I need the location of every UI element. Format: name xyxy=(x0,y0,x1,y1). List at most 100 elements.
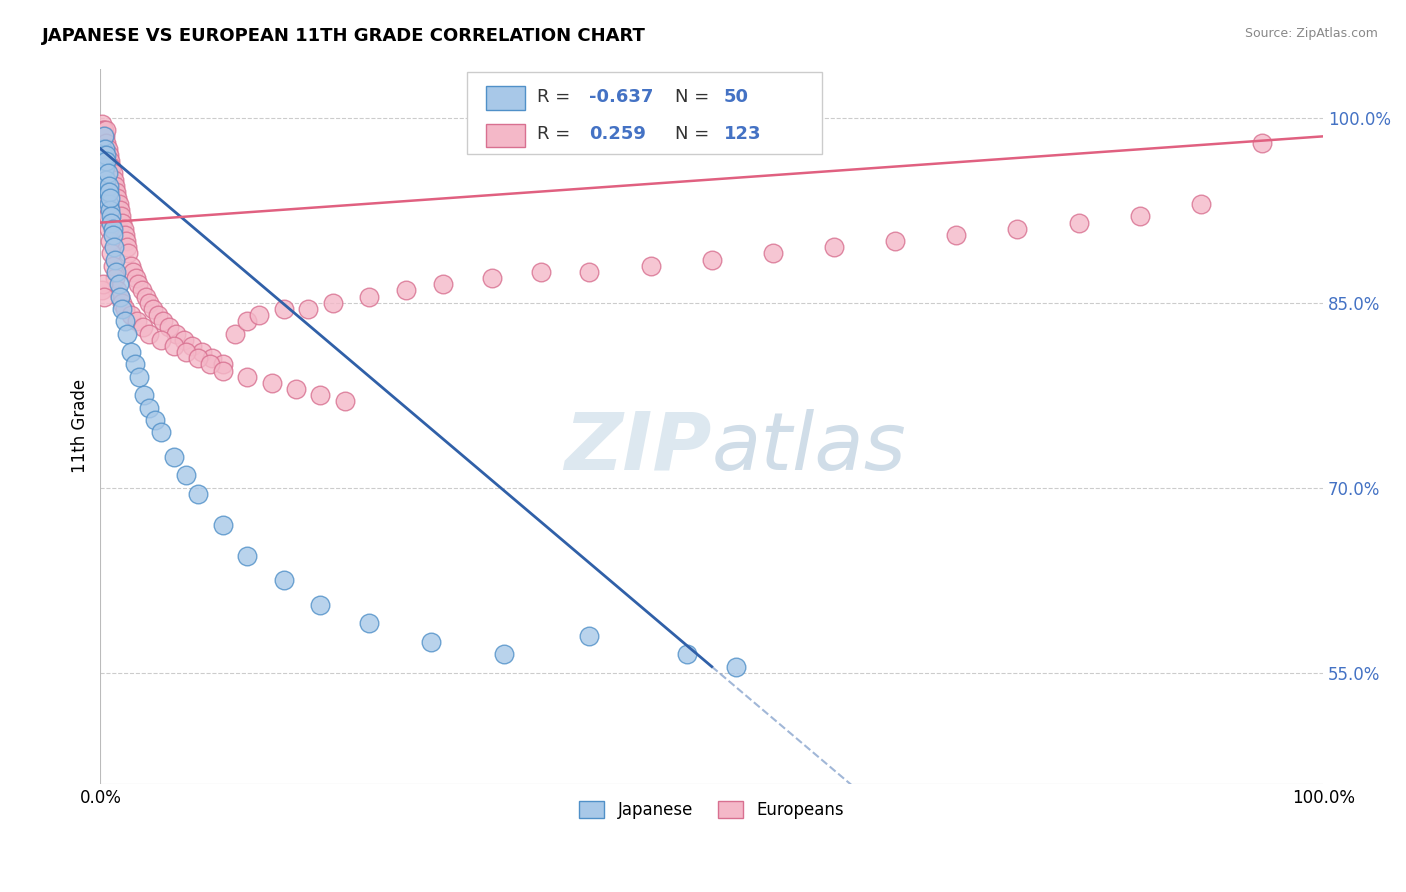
Point xyxy=(91,136,114,150)
Point xyxy=(104,191,127,205)
Point xyxy=(762,246,785,260)
Text: R =: R = xyxy=(537,87,576,105)
Point xyxy=(97,153,120,168)
Point xyxy=(117,240,139,254)
Point xyxy=(134,388,156,402)
Point xyxy=(138,326,160,341)
Point xyxy=(93,160,115,174)
Point xyxy=(138,295,160,310)
Point xyxy=(94,142,117,156)
Point xyxy=(101,259,124,273)
Point xyxy=(97,185,120,199)
Point xyxy=(97,166,120,180)
Point xyxy=(103,185,125,199)
Point xyxy=(97,160,120,174)
Point xyxy=(247,308,270,322)
Point xyxy=(120,259,142,273)
Point xyxy=(640,259,662,273)
Point xyxy=(163,450,186,464)
Point xyxy=(104,252,127,267)
Point xyxy=(94,153,117,168)
Point xyxy=(94,129,117,144)
Point xyxy=(103,172,125,186)
FancyBboxPatch shape xyxy=(485,123,524,147)
Point xyxy=(150,333,173,347)
Point xyxy=(115,234,138,248)
Point xyxy=(97,185,120,199)
Point xyxy=(127,277,149,292)
Point xyxy=(1067,216,1090,230)
Point xyxy=(94,185,117,199)
Point xyxy=(236,314,259,328)
Point xyxy=(100,172,122,186)
Point xyxy=(260,376,283,390)
Point xyxy=(111,295,134,310)
Point xyxy=(100,216,122,230)
Point xyxy=(128,369,150,384)
Point xyxy=(100,185,122,199)
Point xyxy=(174,345,197,359)
Point xyxy=(94,142,117,156)
Point xyxy=(142,301,165,316)
Point xyxy=(1129,210,1152,224)
Point xyxy=(110,210,132,224)
Point xyxy=(132,320,155,334)
Point xyxy=(100,160,122,174)
Point xyxy=(97,172,120,186)
Point xyxy=(96,123,118,137)
Point xyxy=(395,284,418,298)
Point xyxy=(120,345,142,359)
Point xyxy=(91,123,114,137)
Point xyxy=(93,172,115,186)
Point xyxy=(211,358,233,372)
Point xyxy=(145,413,167,427)
Point xyxy=(96,160,118,174)
Point xyxy=(187,487,209,501)
Point xyxy=(90,142,112,156)
Point xyxy=(101,227,124,242)
Text: N =: N = xyxy=(675,87,716,105)
Point xyxy=(578,265,600,279)
Point xyxy=(481,271,503,285)
Point xyxy=(529,265,551,279)
Point xyxy=(97,142,120,156)
Point xyxy=(98,178,121,193)
Text: R =: R = xyxy=(537,125,582,144)
Point xyxy=(94,160,117,174)
Point xyxy=(359,616,381,631)
Point xyxy=(101,166,124,180)
Point xyxy=(93,129,115,144)
Point xyxy=(236,369,259,384)
Point xyxy=(152,314,174,328)
Point xyxy=(105,185,128,199)
Point xyxy=(93,153,115,168)
Text: 123: 123 xyxy=(724,125,762,144)
Point xyxy=(96,153,118,168)
Point xyxy=(98,191,121,205)
Point xyxy=(191,345,214,359)
Point xyxy=(97,148,120,162)
Point xyxy=(359,290,381,304)
Point xyxy=(112,222,135,236)
Point xyxy=(492,647,515,661)
Point xyxy=(91,160,114,174)
Point xyxy=(93,290,115,304)
Point xyxy=(114,227,136,242)
Point xyxy=(107,197,129,211)
Point xyxy=(322,295,344,310)
Point xyxy=(122,265,145,279)
Point xyxy=(93,129,115,144)
Point xyxy=(146,308,169,322)
Point xyxy=(96,172,118,186)
Point xyxy=(93,142,115,156)
Point xyxy=(157,320,180,334)
Point xyxy=(884,234,907,248)
Point xyxy=(93,123,115,137)
Point xyxy=(1007,222,1029,236)
Text: JAPANESE VS EUROPEAN 11TH GRADE CORRELATION CHART: JAPANESE VS EUROPEAN 11TH GRADE CORRELAT… xyxy=(42,27,645,45)
Point xyxy=(96,197,118,211)
Point xyxy=(98,234,121,248)
Point xyxy=(1251,136,1274,150)
Point xyxy=(114,301,136,316)
Point xyxy=(114,314,136,328)
